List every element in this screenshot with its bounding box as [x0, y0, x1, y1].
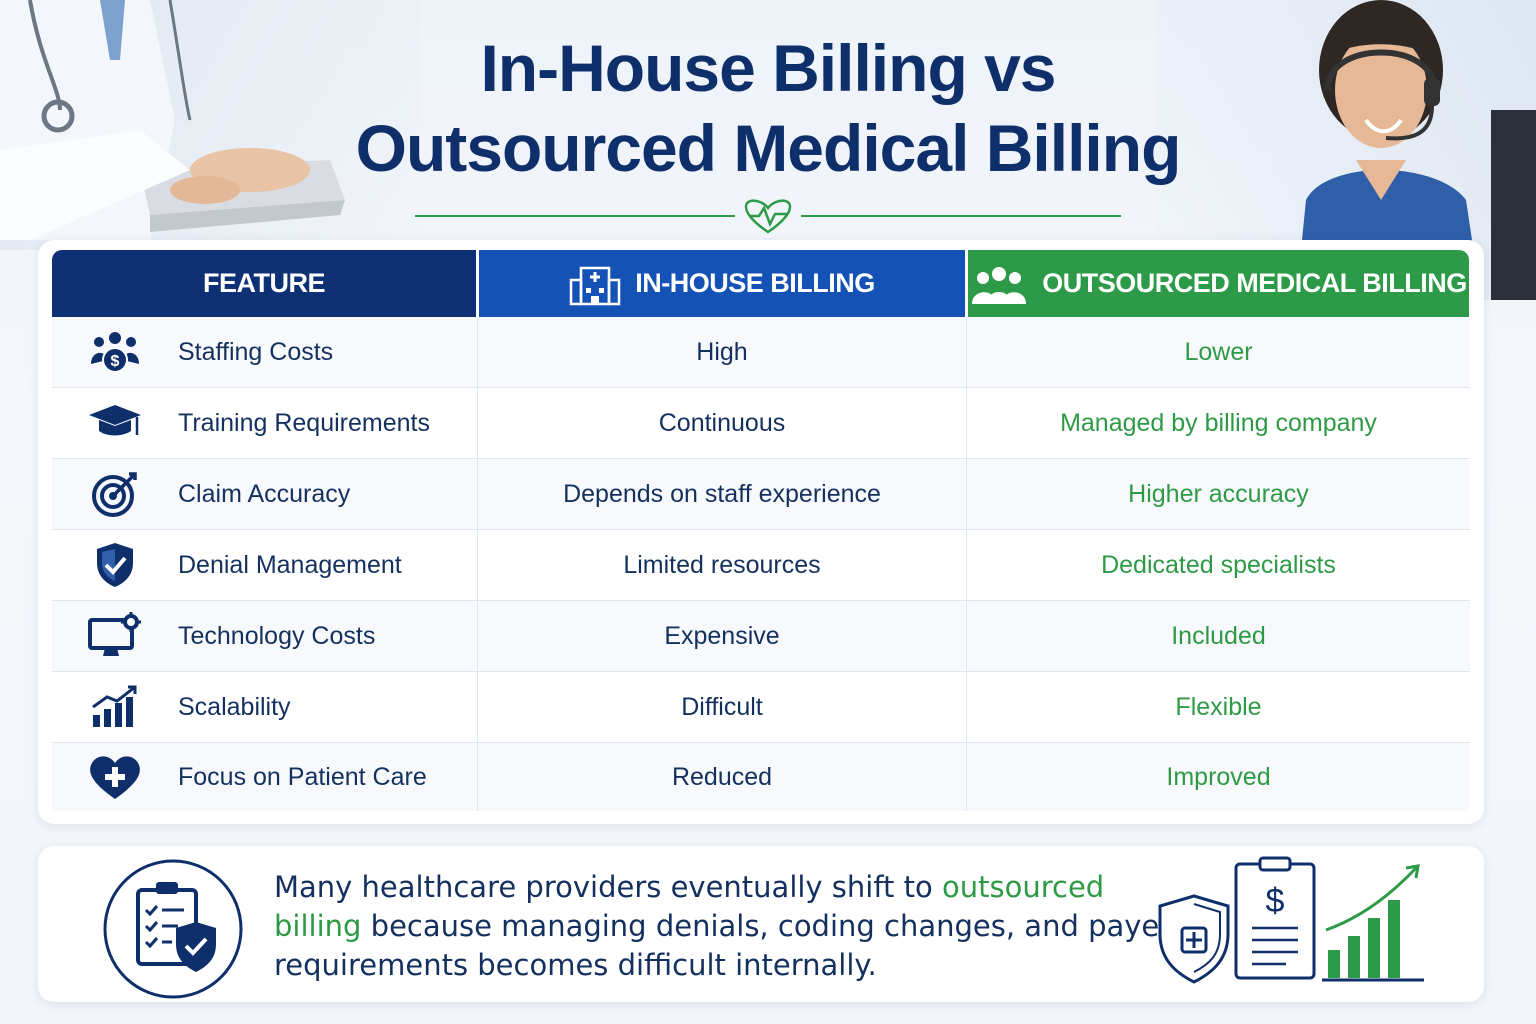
feature-label: Denial Management — [178, 550, 402, 579]
billing-growth-illustration: $ — [1158, 856, 1424, 984]
inhouse-value: Continuous — [478, 388, 967, 458]
staff-dollar-icon: $ — [86, 327, 144, 377]
comparison-table-card: FEATURE IN-HOUSE BILLING OUTSOUR — [38, 240, 1484, 824]
outsourced-value: Flexible — [1175, 692, 1262, 721]
summary-note-card: Many healthcare providers eventually shi… — [38, 846, 1484, 1002]
table-row: Scalability Difficult Flexible — [52, 672, 1470, 743]
summary-highlight: outsourced billing — [274, 870, 1105, 943]
clipboard-checklist-shield-icon — [103, 859, 243, 999]
team-group-icon — [972, 266, 1027, 304]
outsourced-value: Dedicated specialists — [1101, 550, 1336, 579]
feature-label: Technology Costs — [178, 621, 376, 650]
table-row: Focus on Patient Care Reduced Improved — [52, 743, 1470, 811]
summary-text: Many healthcare providers eventually shi… — [274, 870, 1172, 982]
growth-chart-icon — [86, 682, 144, 732]
header-feature: FEATURE — [52, 250, 476, 317]
doctor-typing-illustration — [0, 0, 345, 240]
page-title: In-House Billing vs Outsourced Medical B… — [0, 28, 1536, 188]
svg-text:$: $ — [111, 353, 120, 370]
shield-check-icon — [86, 540, 144, 590]
feature-label: Staffing Costs — [178, 337, 334, 366]
svg-text:$: $ — [1266, 882, 1285, 920]
inhouse-value: Limited resources — [478, 530, 967, 600]
graduation-cap-icon — [86, 398, 144, 448]
table-row: Denial Management Limited resources Dedi… — [52, 530, 1470, 601]
table-header: FEATURE IN-HOUSE BILLING OUTSOUR — [52, 250, 1469, 317]
inhouse-value: Depends on staff experience — [478, 459, 967, 529]
inhouse-value: Difficult — [478, 672, 967, 742]
heart-plus-icon — [86, 752, 144, 802]
table-row: Technology Costs Expensive Included — [52, 601, 1470, 672]
outsourced-value: Lower — [1184, 337, 1253, 366]
feature-label: Focus on Patient Care — [178, 762, 427, 791]
heartbeat-divider-icon — [415, 199, 1121, 234]
table-row: $ Staffing Costs High Lower — [52, 317, 1470, 388]
target-icon — [86, 469, 144, 519]
title-line-1: In-House Billing vs — [480, 31, 1056, 105]
hospital-building-icon — [570, 266, 621, 305]
header-outsourced: OUTSOURCED MEDICAL BILLING — [968, 250, 1469, 317]
inhouse-value: Reduced — [478, 743, 967, 811]
table-row: Claim Accuracy Depends on staff experien… — [52, 459, 1470, 530]
feature-label: Claim Accuracy — [178, 479, 351, 508]
inhouse-value: Expensive — [478, 601, 967, 671]
inhouse-value: High — [478, 317, 967, 387]
feature-label: Scalability — [178, 692, 291, 721]
monitor-gear-icon — [86, 611, 144, 661]
outsourced-value: Included — [1171, 621, 1266, 650]
table-body: $ Staffing Costs High Lower Training Req… — [52, 317, 1470, 811]
outsourced-value: Higher accuracy — [1128, 479, 1309, 508]
title-line-2: Outsourced Medical Billing — [355, 111, 1182, 185]
feature-label: Training Requirements — [178, 408, 430, 437]
outsourced-value: Improved — [1166, 762, 1271, 791]
table-row: Training Requirements Continuous Managed… — [52, 388, 1470, 459]
header-inhouse: IN-HOUSE BILLING — [479, 250, 965, 317]
outsourced-value: Managed by billing company — [1060, 408, 1377, 437]
